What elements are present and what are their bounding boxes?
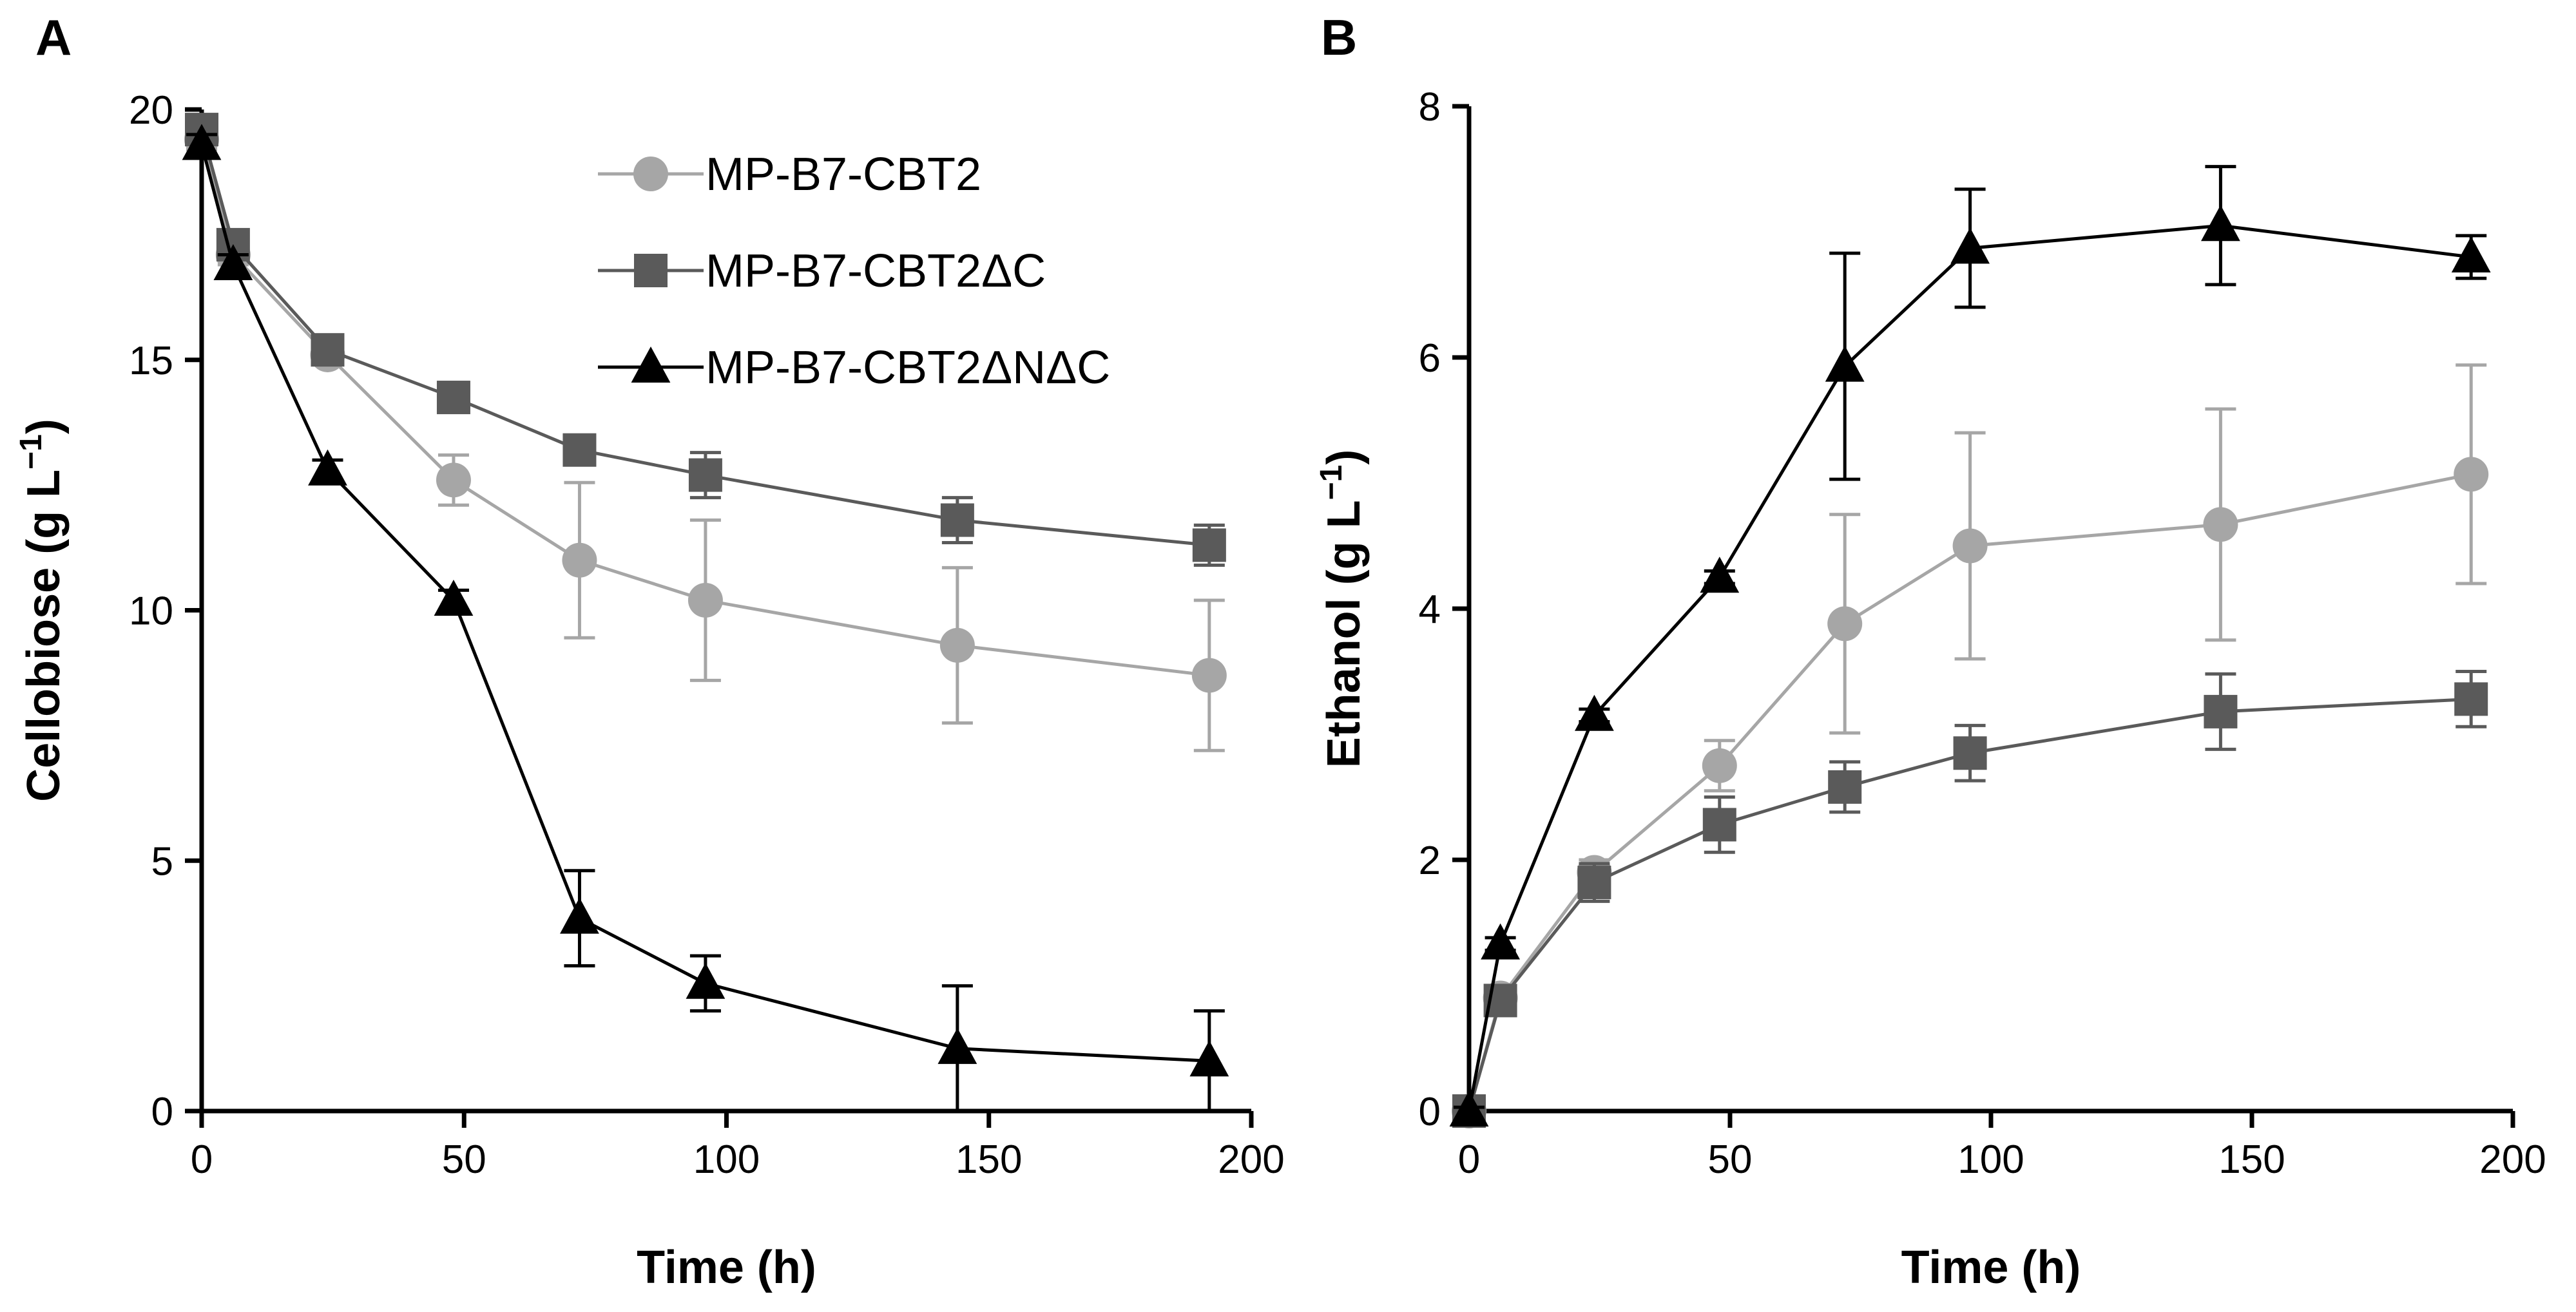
- series-line: [1467, 223, 2472, 1112]
- x-axis-title: Time (h): [1901, 1242, 2081, 1293]
- x-tick-label: 50: [442, 1137, 486, 1182]
- y-tick-label: 0: [1419, 1090, 1441, 1134]
- panel-a: A 0 50 100 150 200 0 5 10 15 20 Time (h) Cellobiose …: [14, 9, 1285, 1293]
- y-tick-label: 20: [129, 88, 173, 133]
- data-point: [562, 433, 597, 467]
- x-tick-label: 50: [1708, 1137, 1753, 1182]
- data-point: [2201, 205, 2240, 242]
- series-mp-b7-cbt2-dndc: [1449, 165, 2491, 1127]
- data-point: [1189, 1040, 1229, 1077]
- data-point: [1828, 770, 1862, 804]
- legend-marker: [634, 254, 668, 287]
- x-tick-label: 150: [956, 1137, 1022, 1182]
- series-mp-b7-cbt2-dc: [185, 113, 1226, 567]
- data-point: [1953, 736, 1987, 770]
- legend-marker: [631, 347, 671, 383]
- panel-b: B 0 50 100 150 200 0 2 4 6 8 Time (h) Ethanol (g L−1…: [1314, 9, 2546, 1293]
- panel-letter-b: B: [1321, 9, 1357, 66]
- data-point: [939, 627, 975, 663]
- y-tick-label: 8: [1419, 85, 1441, 129]
- data-point: [2203, 507, 2238, 542]
- y-axis-title-main: Cellobiose (g L: [18, 470, 70, 802]
- data-point: [182, 124, 222, 160]
- data-point: [1449, 1090, 1489, 1127]
- data-point: [1950, 227, 1990, 264]
- data-point: [1700, 556, 1740, 593]
- data-point: [2204, 694, 2238, 728]
- x-tick-label: 200: [1218, 1137, 1284, 1182]
- y-tick-label: 15: [129, 339, 173, 383]
- data-point: [1577, 866, 1611, 900]
- data-point: [688, 458, 722, 492]
- x-tick-label: 100: [693, 1137, 760, 1182]
- y-axis-title-superscript: −1: [14, 434, 48, 470]
- series-line: [200, 129, 1210, 547]
- y-axis-title-close: ): [18, 419, 70, 434]
- x-tick-label: 100: [1957, 1137, 2024, 1182]
- legend-label: MP-B7-CBT2ΔNΔC: [706, 342, 1110, 394]
- data-point: [436, 462, 471, 498]
- series-line: [1467, 697, 2472, 1112]
- y-tick-label: 6: [1419, 336, 1441, 381]
- data-point: [308, 449, 347, 486]
- data-point: [311, 333, 345, 367]
- data-point: [1702, 808, 1736, 842]
- data-point: [2454, 457, 2489, 492]
- data-point: [1481, 923, 1520, 960]
- series-mp-b7-cbt2-dc: [1452, 670, 2488, 1128]
- data-point: [937, 1027, 977, 1064]
- y-axis-title-superscript: −1: [1314, 465, 1349, 500]
- x-tick-label: 0: [191, 1137, 213, 1182]
- y-axis-title: Cellobiose (g L−1): [14, 419, 70, 802]
- legend-item: MP-B7-CBT2: [598, 149, 981, 200]
- series-line: [200, 144, 1209, 1063]
- series-mp-b7-cbt2-dndc: [182, 124, 1229, 1111]
- series-line: [1467, 472, 2472, 1112]
- data-point: [687, 582, 723, 618]
- data-point: [562, 542, 597, 578]
- legend-item: MP-B7-CBT2ΔNΔC: [598, 342, 1110, 394]
- legend-label: MP-B7-CBT2ΔC: [706, 245, 1046, 297]
- data-point: [1825, 345, 1865, 382]
- y-tick-label: 0: [151, 1090, 173, 1134]
- legend: MP-B7-CBT2 MP-B7-CBT2ΔC MP-B7-CBT2ΔNΔC: [598, 149, 1110, 394]
- data-point: [1192, 528, 1226, 562]
- y-axis-title-main: Ethanol (g L: [1318, 500, 1370, 768]
- y-axis-title-close: ): [1318, 450, 1370, 465]
- data-point: [434, 579, 474, 616]
- data-point: [2454, 682, 2488, 716]
- data-point: [560, 897, 599, 934]
- panel-letter-a: A: [35, 9, 72, 66]
- series-line: [200, 138, 1210, 678]
- legend-marker: [633, 157, 668, 191]
- data-point: [436, 381, 470, 415]
- data-point: [1191, 658, 1227, 693]
- data-point: [1702, 748, 1737, 783]
- y-axis-title: Ethanol (g L−1): [1314, 450, 1370, 768]
- y-tick-label: 2: [1419, 839, 1441, 883]
- y-tick-label: 5: [151, 839, 173, 884]
- y-tick-label: 10: [129, 589, 173, 634]
- data-point: [1952, 528, 1988, 564]
- series-mp-b7-cbt2: [184, 122, 1227, 752]
- legend-label: MP-B7-CBT2: [706, 149, 981, 200]
- data-point: [213, 244, 253, 281]
- legend-item: MP-B7-CBT2ΔC: [598, 245, 1046, 297]
- x-tick-label: 200: [2479, 1137, 2546, 1182]
- x-tick-label: 0: [1458, 1137, 1480, 1182]
- data-point: [2451, 236, 2491, 272]
- x-axis-title: Time (h): [637, 1242, 816, 1293]
- y-tick-label: 4: [1419, 587, 1441, 632]
- x-tick-label: 150: [2218, 1137, 2285, 1182]
- data-point: [686, 962, 726, 999]
- data-point: [940, 503, 974, 537]
- data-point: [1827, 606, 1863, 642]
- data-point: [1575, 694, 1614, 731]
